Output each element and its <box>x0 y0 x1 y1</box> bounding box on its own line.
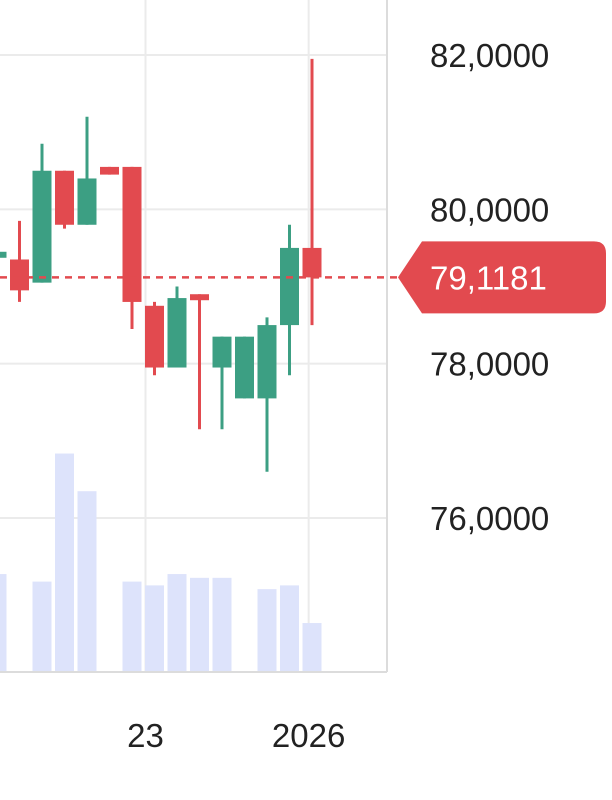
candle <box>122 166 142 329</box>
y-tick-label: 78,0000 <box>430 346 549 383</box>
volume-bar <box>145 585 164 672</box>
candle-body <box>32 170 52 283</box>
y-axis-labels: 82,0000 80,0000 78,0000 76,0000 <box>430 37 549 537</box>
candle-body <box>55 170 74 225</box>
candle <box>100 166 119 175</box>
volume-bar <box>167 574 187 672</box>
candle <box>235 336 254 399</box>
candle <box>257 317 277 472</box>
volume-bar <box>190 577 209 672</box>
candle <box>32 143 52 283</box>
current-price-badge-shape <box>398 241 606 314</box>
x-tick-label: 23 <box>127 717 164 754</box>
candle <box>0 251 7 258</box>
candle-body <box>212 336 232 368</box>
candle <box>280 224 299 376</box>
candles <box>0 58 322 472</box>
current-price-label: 79,1181 <box>430 259 547 296</box>
candle-body <box>257 325 277 399</box>
candle <box>190 294 209 430</box>
candle-body <box>167 298 187 368</box>
volume-bar <box>302 623 322 672</box>
candle <box>145 301 164 376</box>
volume-bar <box>280 585 299 672</box>
y-tick-label: 80,0000 <box>430 191 549 228</box>
y-tick-label: 82,0000 <box>430 37 549 74</box>
volume-bar <box>0 574 7 672</box>
volume-bars <box>0 453 322 672</box>
candle-body <box>190 294 209 301</box>
volume-bar <box>77 491 97 672</box>
candle <box>167 286 187 368</box>
candle <box>55 170 74 229</box>
candle-body <box>302 247 322 278</box>
volume-bar <box>122 581 142 672</box>
current-price-badge: 79,1181 <box>398 241 606 314</box>
candle-body <box>100 166 119 175</box>
x-axis-labels: 23 2026 <box>127 717 345 754</box>
volume-bar <box>212 577 232 672</box>
axes <box>0 0 388 673</box>
volume-bar <box>32 581 52 672</box>
candle-body <box>145 305 164 368</box>
volume-bar <box>55 453 74 672</box>
candle-body <box>77 178 97 225</box>
candle-body <box>122 166 142 302</box>
candle-body <box>280 247 299 326</box>
candle <box>77 116 97 225</box>
candle-body <box>10 259 29 291</box>
x-tick-label: 2026 <box>272 717 345 754</box>
candle-body <box>0 251 7 258</box>
candle <box>10 220 29 302</box>
candle <box>212 336 232 430</box>
volume-bar <box>257 589 277 672</box>
candle <box>302 58 322 326</box>
y-tick-label: 76,0000 <box>430 500 549 537</box>
candle-body <box>235 336 254 399</box>
